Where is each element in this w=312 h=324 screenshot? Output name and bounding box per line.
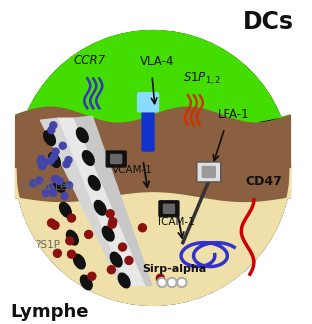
Text: Lymphe: Lymphe bbox=[11, 303, 89, 321]
Text: $S1P_{1,2}$: $S1P_{1,2}$ bbox=[183, 71, 221, 87]
FancyBboxPatch shape bbox=[106, 151, 126, 167]
Circle shape bbox=[157, 277, 167, 287]
FancyBboxPatch shape bbox=[197, 162, 221, 182]
Text: CD47: CD47 bbox=[246, 175, 282, 188]
Circle shape bbox=[47, 157, 54, 164]
Circle shape bbox=[139, 224, 146, 232]
Circle shape bbox=[51, 176, 58, 183]
Circle shape bbox=[50, 122, 57, 129]
Ellipse shape bbox=[82, 151, 94, 165]
Text: ICAM-1: ICAM-1 bbox=[158, 217, 195, 227]
FancyBboxPatch shape bbox=[159, 201, 179, 217]
Polygon shape bbox=[74, 116, 152, 285]
Circle shape bbox=[85, 230, 93, 238]
Ellipse shape bbox=[60, 202, 71, 217]
Ellipse shape bbox=[66, 230, 78, 245]
Circle shape bbox=[159, 280, 165, 285]
Circle shape bbox=[61, 193, 68, 200]
Ellipse shape bbox=[118, 273, 130, 288]
Circle shape bbox=[67, 250, 76, 258]
Circle shape bbox=[108, 220, 116, 228]
Circle shape bbox=[177, 277, 187, 287]
FancyBboxPatch shape bbox=[111, 155, 122, 164]
Circle shape bbox=[48, 127, 55, 133]
Circle shape bbox=[63, 161, 70, 168]
Circle shape bbox=[50, 154, 57, 160]
Polygon shape bbox=[16, 107, 290, 203]
Polygon shape bbox=[16, 168, 290, 305]
Circle shape bbox=[107, 266, 115, 274]
Circle shape bbox=[38, 156, 45, 162]
Circle shape bbox=[47, 184, 54, 191]
Circle shape bbox=[30, 180, 37, 187]
Circle shape bbox=[52, 148, 59, 155]
Circle shape bbox=[167, 277, 177, 287]
Circle shape bbox=[16, 30, 290, 305]
FancyBboxPatch shape bbox=[163, 204, 174, 213]
Circle shape bbox=[51, 221, 59, 229]
Text: LFA-1: LFA-1 bbox=[218, 108, 249, 121]
Ellipse shape bbox=[110, 252, 122, 267]
Ellipse shape bbox=[44, 131, 55, 145]
Ellipse shape bbox=[102, 226, 114, 241]
Circle shape bbox=[52, 175, 60, 182]
Polygon shape bbox=[16, 30, 290, 168]
Ellipse shape bbox=[76, 128, 88, 143]
Circle shape bbox=[47, 219, 56, 227]
FancyBboxPatch shape bbox=[202, 167, 215, 178]
Ellipse shape bbox=[95, 201, 106, 215]
Circle shape bbox=[42, 190, 49, 197]
Circle shape bbox=[109, 218, 117, 226]
Text: DCs: DCs bbox=[243, 10, 294, 34]
Circle shape bbox=[53, 249, 61, 257]
Circle shape bbox=[66, 237, 74, 245]
Circle shape bbox=[50, 189, 57, 196]
Circle shape bbox=[56, 178, 63, 185]
Text: Sirp-alpha: Sirp-alpha bbox=[142, 263, 206, 273]
Ellipse shape bbox=[73, 254, 85, 269]
Circle shape bbox=[65, 156, 72, 164]
Circle shape bbox=[67, 214, 76, 222]
FancyBboxPatch shape bbox=[142, 107, 154, 151]
FancyBboxPatch shape bbox=[138, 93, 158, 112]
Ellipse shape bbox=[80, 275, 92, 290]
Text: CCL21-Leu: CCL21-Leu bbox=[21, 182, 73, 192]
Polygon shape bbox=[58, 118, 146, 285]
Circle shape bbox=[66, 182, 73, 189]
Circle shape bbox=[41, 159, 48, 166]
Ellipse shape bbox=[54, 178, 65, 192]
Circle shape bbox=[39, 163, 46, 169]
Circle shape bbox=[37, 158, 44, 165]
Ellipse shape bbox=[88, 176, 100, 190]
Text: VCAM-1: VCAM-1 bbox=[112, 165, 153, 175]
Circle shape bbox=[156, 274, 164, 282]
Circle shape bbox=[119, 243, 126, 251]
Circle shape bbox=[59, 142, 66, 149]
Circle shape bbox=[125, 257, 133, 264]
Circle shape bbox=[36, 177, 43, 184]
Text: ?S1P: ?S1P bbox=[36, 240, 61, 249]
Circle shape bbox=[88, 272, 96, 280]
Ellipse shape bbox=[49, 153, 60, 167]
Circle shape bbox=[179, 280, 185, 285]
Text: CCR7: CCR7 bbox=[73, 54, 105, 67]
Circle shape bbox=[169, 280, 175, 285]
Circle shape bbox=[106, 210, 114, 218]
Polygon shape bbox=[41, 118, 126, 285]
Text: VLA-4: VLA-4 bbox=[140, 55, 174, 68]
